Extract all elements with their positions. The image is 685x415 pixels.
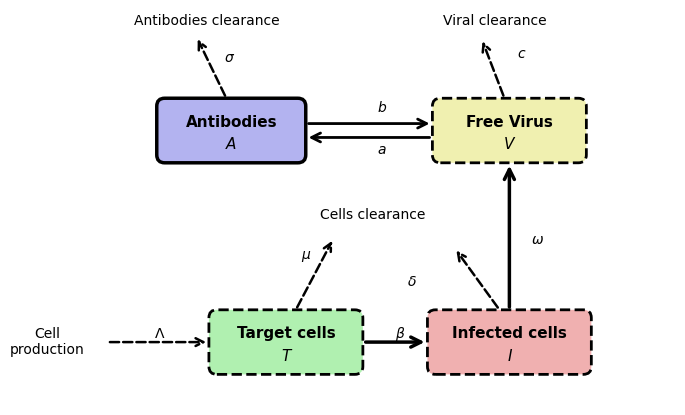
- Text: $\Lambda$: $\Lambda$: [154, 327, 166, 341]
- FancyBboxPatch shape: [209, 310, 363, 374]
- Text: $\omega$: $\omega$: [531, 233, 544, 247]
- Text: A: A: [226, 137, 236, 152]
- Text: Antibodies clearance: Antibodies clearance: [134, 14, 279, 28]
- Text: Infected cells: Infected cells: [452, 326, 566, 341]
- Text: T: T: [282, 349, 290, 364]
- Text: V: V: [504, 137, 514, 152]
- Text: $\sigma$: $\sigma$: [224, 51, 235, 65]
- Text: Antibodies: Antibodies: [186, 115, 277, 129]
- Text: $\delta$: $\delta$: [407, 276, 417, 290]
- Text: $\mu$: $\mu$: [301, 249, 311, 264]
- Text: $b$: $b$: [377, 100, 387, 115]
- FancyBboxPatch shape: [427, 310, 591, 374]
- Text: $a$: $a$: [377, 144, 387, 157]
- FancyBboxPatch shape: [157, 98, 306, 163]
- Text: Viral clearance: Viral clearance: [443, 14, 547, 28]
- Text: $c$: $c$: [516, 47, 526, 61]
- FancyBboxPatch shape: [432, 98, 586, 163]
- Text: Free Virus: Free Virus: [466, 115, 553, 129]
- Text: $\beta$: $\beta$: [395, 325, 406, 343]
- Text: I: I: [507, 349, 512, 364]
- Text: Target cells: Target cells: [236, 326, 335, 341]
- Text: Cells clearance: Cells clearance: [320, 208, 425, 222]
- Text: Cell
production: Cell production: [10, 327, 85, 357]
